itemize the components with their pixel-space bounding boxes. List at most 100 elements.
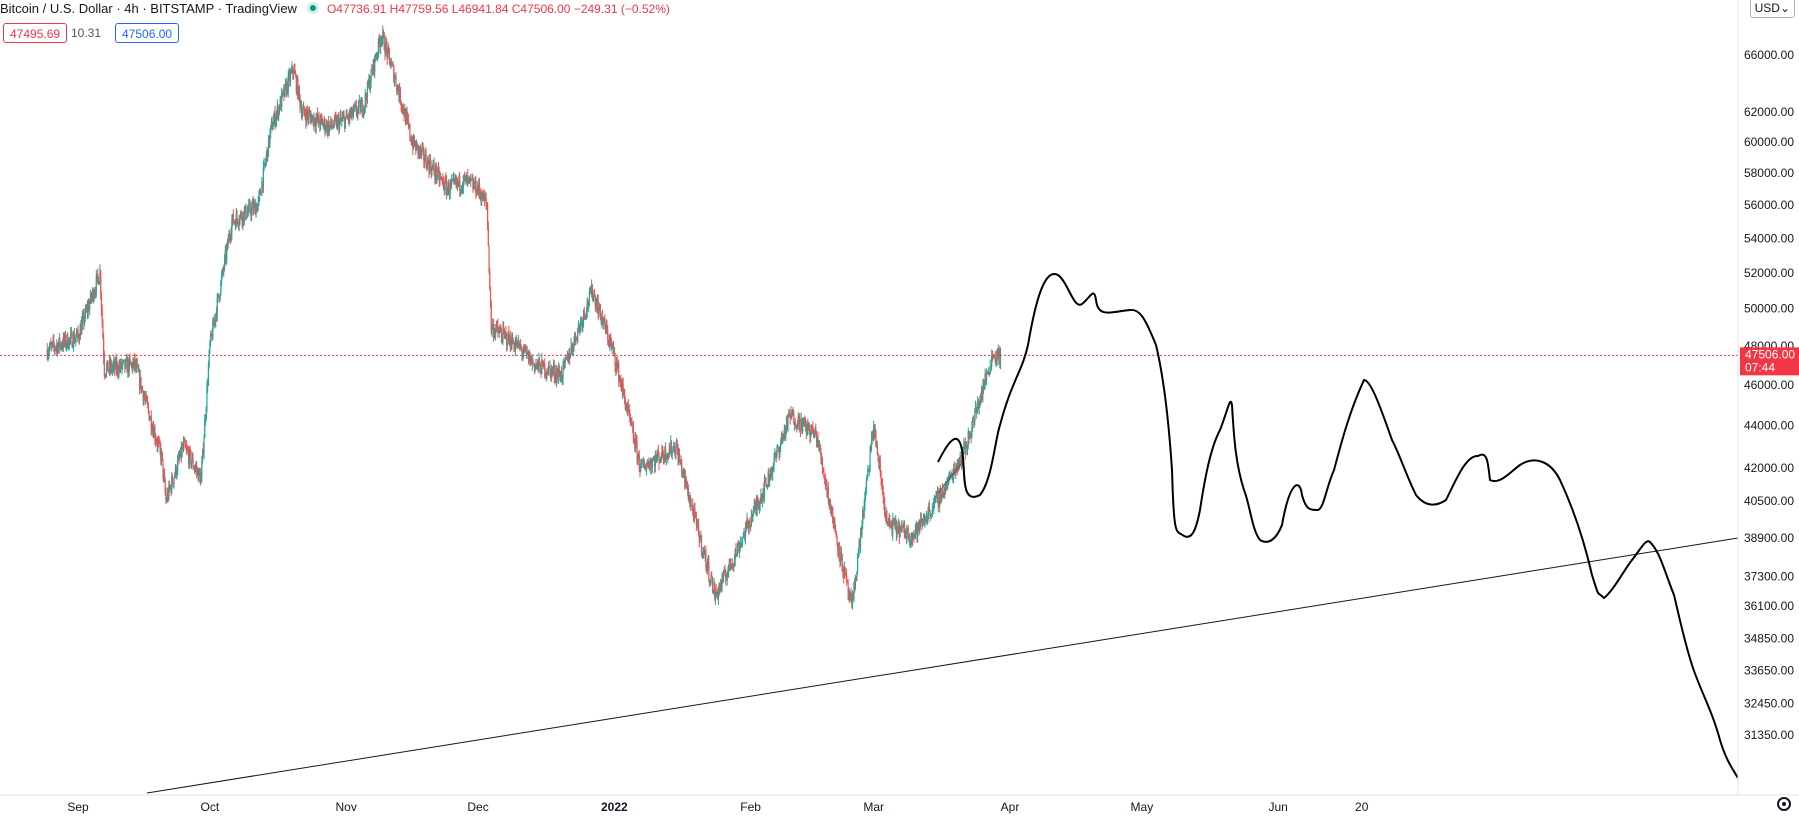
candle-body: [747, 519, 749, 521]
candle-body: [568, 353, 570, 363]
candle-body: [633, 438, 635, 443]
price-axis[interactable]: 66000.00 62000.00 60000.00 58000.00 56000.00…: [1737, 0, 1799, 795]
candle-body: [574, 332, 577, 340]
candle-body: [598, 309, 600, 316]
currency-dropdown[interactable]: USD⌄: [1749, 0, 1795, 18]
candle-body: [189, 449, 191, 452]
candle-body: [650, 461, 652, 463]
candle-body: [789, 416, 791, 418]
candle-body: [355, 105, 358, 114]
candle-body: [138, 370, 140, 372]
candle-body: [887, 521, 889, 524]
candle-body: [417, 144, 419, 154]
candle-body: [452, 178, 454, 181]
candle-body: [201, 449, 204, 463]
candle-body: [808, 428, 810, 430]
candle-body: [916, 523, 918, 537]
candle-body: [641, 459, 643, 462]
candle-body: [619, 378, 621, 380]
candle-body: [325, 122, 327, 130]
candle-body: [554, 377, 556, 379]
candle-body: [300, 106, 302, 108]
candle-body: [338, 118, 340, 130]
candle-body: [569, 354, 571, 359]
candle-body: [713, 584, 715, 592]
candle-body: [275, 119, 277, 125]
candle-body: [703, 549, 706, 555]
candle-body: [423, 148, 425, 161]
candle-body: [478, 183, 480, 192]
candle-body: [649, 461, 651, 471]
small-trendline-drawing[interactable]: [937, 459, 965, 494]
candle-body: [245, 217, 248, 219]
candle-body: [109, 361, 111, 370]
candle-body: [156, 442, 158, 446]
trendline-drawing[interactable]: [146, 537, 1739, 794]
candle-body: [205, 408, 207, 419]
ask-price-button[interactable]: 47506.00: [115, 23, 180, 43]
candle-body: [769, 473, 772, 480]
time-axis[interactable]: Sep Oct Nov Dec 2022 Feb Mar Apr May Jun 20: [0, 794, 1799, 817]
candle-body: [413, 136, 415, 146]
candle-body: [727, 571, 729, 576]
candle-body: [823, 471, 825, 479]
candle-body: [66, 334, 68, 345]
candle-body: [103, 338, 105, 358]
candle-body: [335, 117, 337, 119]
candle-body: [740, 543, 742, 545]
candle-body: [200, 476, 202, 484]
candle-body: [741, 542, 743, 544]
candle-body: [101, 309, 103, 323]
candle-body: [566, 357, 568, 360]
candle-body: [624, 399, 626, 410]
candle-body: [206, 385, 208, 409]
candle-body: [179, 447, 182, 457]
candle-body: [798, 415, 800, 418]
candle-body: [621, 385, 623, 392]
candle-body: [361, 100, 363, 114]
candle-body: [696, 519, 698, 526]
candle-body: [868, 468, 870, 470]
candle-body: [193, 468, 196, 470]
candle-body: [159, 441, 161, 449]
candle-body: [297, 86, 300, 99]
bid-price-button[interactable]: 47495.69: [3, 23, 68, 43]
candle-body: [106, 360, 108, 367]
candle-body: [843, 568, 846, 577]
candle-body: [528, 352, 530, 362]
candle-body: [671, 451, 673, 455]
candle-body: [294, 69, 296, 74]
candle-body: [820, 452, 822, 461]
candle-body: [218, 294, 220, 297]
candle-body: [443, 188, 445, 191]
candle-body: [555, 371, 558, 381]
candle-body: [56, 344, 58, 348]
candle-body: [730, 564, 733, 569]
candle-body: [321, 117, 323, 121]
candle-body: [892, 519, 895, 521]
candle-body: [407, 119, 410, 126]
candle-body: [221, 269, 223, 277]
candle-body: [446, 189, 448, 195]
candle-body: [258, 194, 260, 201]
candle-body: [987, 372, 989, 374]
symbol-title[interactable]: Bitcoin / U.S. Dollar · 4h · BITSTAMP · …: [0, 1, 297, 16]
candle-body: [917, 522, 919, 537]
gear-icon[interactable]: [1777, 797, 1791, 811]
candle-body: [645, 468, 647, 471]
candle-body: [572, 348, 574, 351]
candle-body: [165, 492, 167, 501]
candle-body: [220, 281, 222, 295]
candle-body: [451, 180, 454, 182]
candle-body: [243, 210, 245, 222]
candle-body: [386, 48, 388, 58]
candle-body: [722, 572, 725, 582]
candle-body: [693, 509, 695, 520]
candle-body: [187, 450, 189, 453]
candle-body: [985, 373, 988, 380]
candle-body: [943, 487, 945, 498]
forecast-drawing[interactable]: [937, 273, 1739, 779]
candle-body: [807, 421, 810, 429]
candle-body: [430, 169, 432, 174]
